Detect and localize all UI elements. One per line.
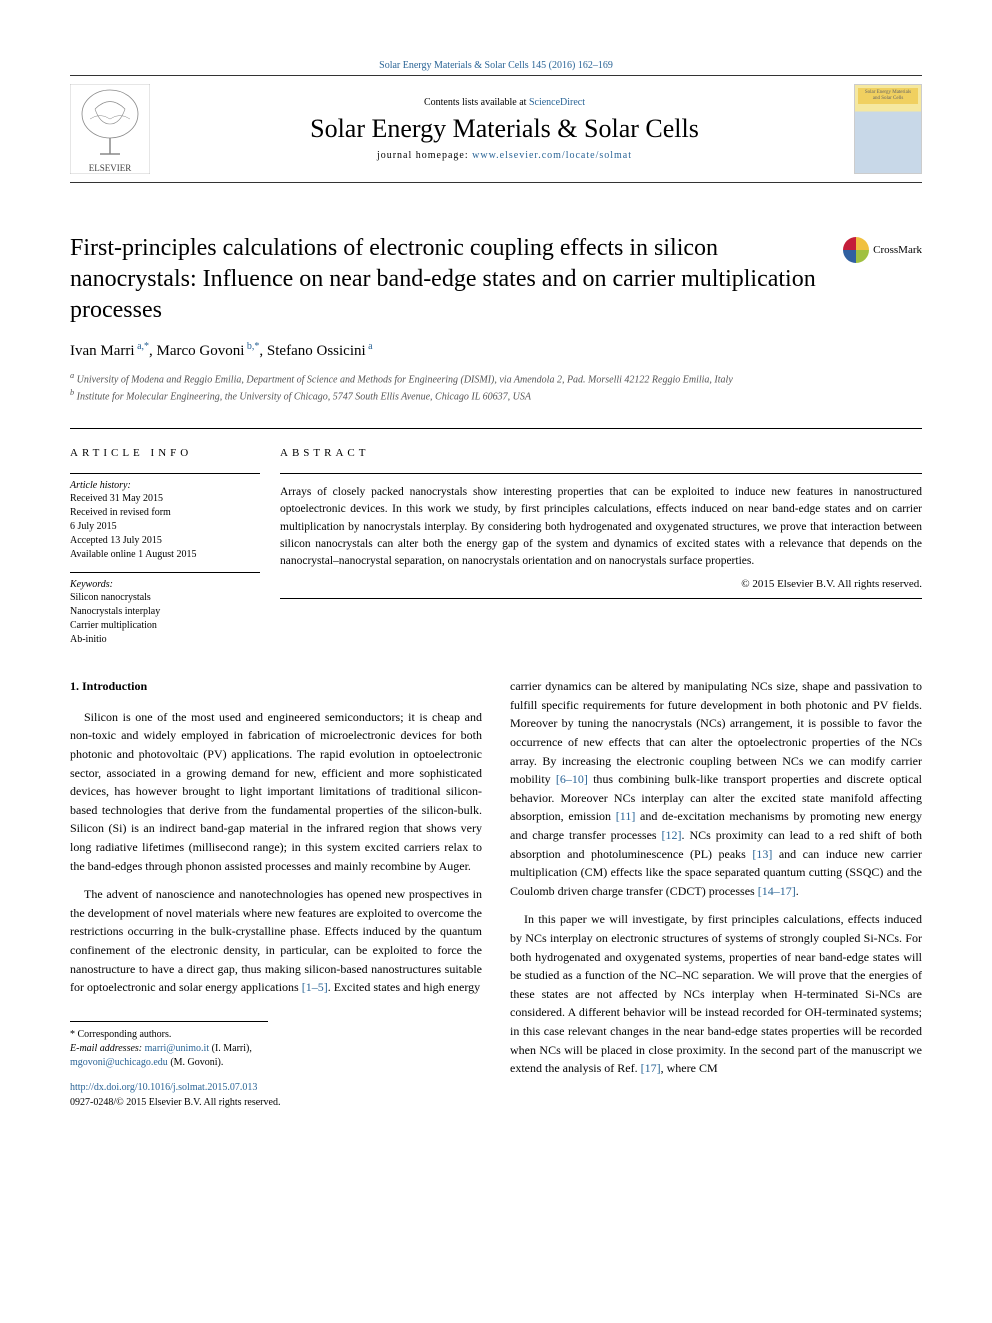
citation-17[interactable]: [17]: [641, 1061, 661, 1075]
body-column-right: carrier dynamics can be altered by manip…: [510, 677, 922, 1111]
history-received: Received 31 May 2015: [70, 492, 260, 506]
journal-ref-top[interactable]: Solar Energy Materials & Solar Cells 145…: [70, 60, 922, 71]
sciencedirect-link[interactable]: ScienceDirect: [529, 97, 585, 108]
article-info-heading: ARTICLE INFO: [70, 447, 260, 459]
citation-6-10[interactable]: [6–10]: [556, 772, 588, 786]
abstract-copyright: © 2015 Elsevier B.V. All rights reserved…: [280, 578, 922, 590]
history-accepted: Accepted 13 July 2015: [70, 534, 260, 548]
keyword-2: Nanocrystals interplay: [70, 605, 260, 619]
keyword-3: Carrier multiplication: [70, 619, 260, 633]
journal-header: ELSEVIER Contents lists available at Sci…: [70, 75, 922, 183]
article-title: First-principles calculations of electro…: [70, 233, 823, 327]
contents-available: Contents lists available at ScienceDirec…: [170, 97, 839, 108]
author-3-sup: a: [366, 341, 373, 352]
footnotes: * Corresponding authors. E-mail addresse…: [70, 1021, 268, 1070]
journal-homepage: journal homepage: www.elsevier.com/locat…: [170, 150, 839, 161]
email-marri[interactable]: marri@unimo.it: [145, 1043, 209, 1054]
history-online: Available online 1 August 2015: [70, 548, 260, 562]
article-info-sidebar: ARTICLE INFO Article history: Received 3…: [70, 447, 280, 647]
citation-11[interactable]: [11]: [616, 809, 636, 823]
homepage-link[interactable]: www.elsevier.com/locate/solmat: [472, 150, 632, 161]
author-2: Marco Govoni: [157, 343, 245, 359]
email-addresses: E-mail addresses: marri@unimo.it (I. Mar…: [70, 1042, 268, 1056]
author-3: Stefano Ossicini: [267, 343, 366, 359]
author-1-sup: a,*: [135, 341, 149, 352]
journal-cover-thumbnail: Solar Energy Materials and Solar Cells: [854, 84, 922, 174]
crossmark-badge[interactable]: CrossMark: [843, 237, 922, 263]
author-1: Ivan Marri: [70, 343, 135, 359]
doi-link[interactable]: http://dx.doi.org/10.1016/j.solmat.2015.…: [70, 1082, 257, 1093]
abstract-heading: ABSTRACT: [280, 447, 922, 459]
crossmark-label: CrossMark: [873, 244, 922, 256]
elsevier-logo: ELSEVIER: [70, 84, 150, 174]
history-label: Article history:: [70, 480, 260, 491]
intro-para-3: carrier dynamics can be altered by manip…: [510, 677, 922, 900]
history-revised-1: Received in revised form: [70, 506, 260, 520]
crossmark-icon: [843, 237, 869, 263]
journal-name: Solar Energy Materials & Solar Cells: [170, 114, 839, 144]
keyword-4: Ab-initio: [70, 633, 260, 647]
author-list: Ivan Marri a,*, Marco Govoni b,*, Stefan…: [70, 341, 922, 360]
intro-para-1: Silicon is one of the most used and engi…: [70, 708, 482, 875]
issn-copyright: 0927-0248/© 2015 Elsevier B.V. All right…: [70, 1095, 482, 1111]
citation-13[interactable]: [13]: [752, 847, 772, 861]
body-column-left: 1. Introduction Silicon is one of the mo…: [70, 677, 482, 1111]
email-govoni[interactable]: mgovoni@uchicago.edu: [70, 1057, 168, 1068]
citation-1-5[interactable]: [1–5]: [302, 980, 328, 994]
keywords-label: Keywords:: [70, 579, 260, 590]
corresponding-authors: * Corresponding authors.: [70, 1028, 268, 1042]
svg-text:ELSEVIER: ELSEVIER: [89, 163, 132, 173]
section-1-heading: 1. Introduction: [70, 677, 482, 696]
keyword-1: Silicon nanocrystals: [70, 591, 260, 605]
history-revised-2: 6 July 2015: [70, 520, 260, 534]
abstract-text: Arrays of closely packed nanocrystals sh…: [280, 484, 922, 570]
citation-14-17[interactable]: [14–17]: [758, 884, 796, 898]
author-2-sup: b,*: [244, 341, 259, 352]
intro-para-4: In this paper we will investigate, by fi…: [510, 910, 922, 1077]
intro-para-2: The advent of nanoscience and nanotechno…: [70, 885, 482, 997]
citation-12[interactable]: [12]: [662, 828, 682, 842]
affiliations: a University of Modena and Reggio Emilia…: [70, 370, 922, 405]
